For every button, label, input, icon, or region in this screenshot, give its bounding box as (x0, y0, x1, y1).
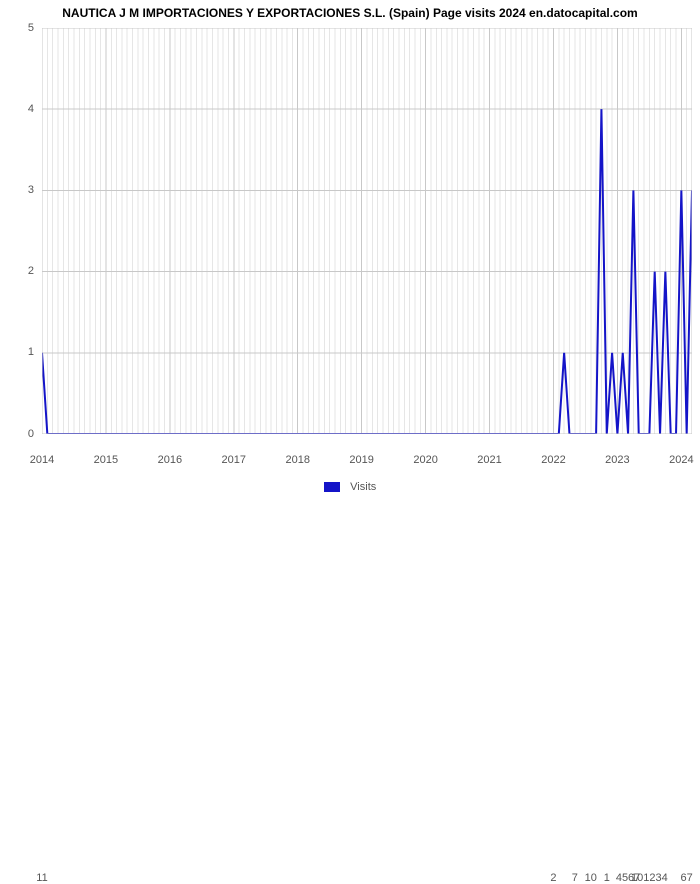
ytick-label: 5 (0, 22, 34, 34)
line-chart-svg (42, 28, 692, 434)
xtick-label: 2023 (605, 454, 629, 466)
footer-value: 10 (585, 872, 597, 884)
xtick-label: 2017 (222, 454, 246, 466)
legend: Visits (0, 478, 700, 496)
footer-value: 67 (681, 872, 693, 884)
chart-root: NAUTICA J M IMPORTACIONES Y EXPORTACIONE… (0, 0, 700, 500)
ytick-label: 4 (0, 103, 34, 115)
legend-label: Visits (350, 481, 376, 493)
page-title: NAUTICA J M IMPORTACIONES Y EXPORTACIONE… (0, 6, 700, 20)
ytick-label: 1 (0, 346, 34, 358)
footer-value: 7 (572, 872, 578, 884)
xtick-label: 2018 (285, 454, 309, 466)
xtick-label: 2016 (158, 454, 182, 466)
xtick-label: 2019 (349, 454, 373, 466)
xtick-label: 2015 (94, 454, 118, 466)
grid-minor (42, 28, 692, 434)
legend-swatch (324, 482, 340, 492)
footer-value: 1 (604, 872, 610, 884)
footer-value: 11 (36, 872, 47, 884)
xtick-label: 2024 (669, 454, 693, 466)
xtick-label: 2021 (477, 454, 501, 466)
xtick-label: 2022 (541, 454, 565, 466)
footer-numeric-labels: 1127101456710123467 (0, 436, 700, 454)
ytick-label: 3 (0, 184, 34, 196)
plot-area (42, 28, 692, 434)
xtick-label: 2014 (30, 454, 54, 466)
ytick-label: 2 (0, 265, 34, 277)
footer-value: 101234 (631, 872, 668, 884)
footer-value: 2 (550, 872, 556, 884)
xtick-label: 2020 (413, 454, 437, 466)
